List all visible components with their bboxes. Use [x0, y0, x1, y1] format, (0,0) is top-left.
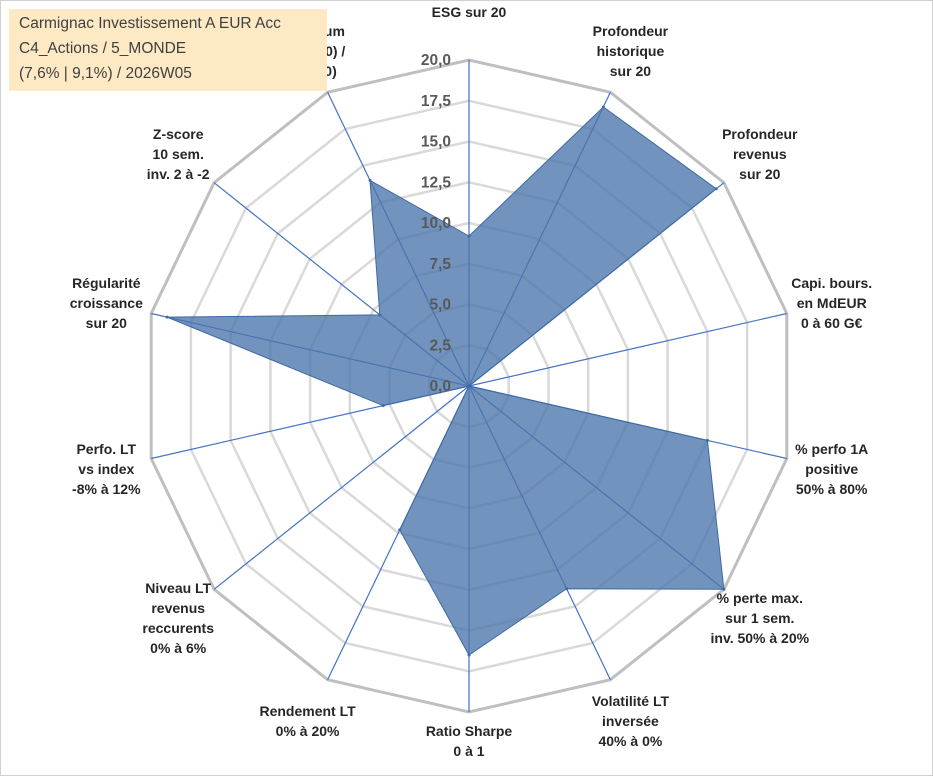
data-point — [378, 313, 382, 317]
axis-label: Z-score 10 sem. inv. 2 à -2 — [147, 126, 210, 182]
fund-name: Carmignac Investissement A EUR Acc — [19, 15, 281, 32]
tick-label: 20,0 — [421, 52, 451, 69]
tick-label: 12,5 — [421, 174, 452, 191]
axis-label: Profondeur historique sur 20 — [593, 23, 669, 79]
tick-label: 17,5 — [421, 93, 452, 110]
data-point — [705, 438, 709, 442]
data-point — [565, 587, 569, 591]
data-point — [368, 178, 372, 182]
axis-label: Profondeur revenus sur 20 — [722, 126, 798, 182]
axis-label: Rendement LT 0% à 20% — [259, 703, 356, 739]
axis-spoke — [468, 312, 787, 387]
axis-label: Volatilité LT inversée 40% à 0% — [592, 693, 670, 749]
axis-label: Régularité croissance sur 20 — [70, 275, 143, 331]
fund-stats: (7,6% | 9,1%) / 2026W05 — [19, 65, 192, 82]
data-point — [722, 587, 726, 591]
tick-label: 2,5 — [429, 337, 451, 354]
data-point — [467, 653, 471, 657]
axis-label: Ratio Sharpe 0 à 1 — [426, 723, 513, 759]
data-point — [467, 384, 471, 388]
data-point — [601, 105, 605, 109]
data-point — [381, 404, 385, 408]
data-point — [165, 315, 169, 319]
data-point — [714, 187, 718, 191]
axis-label: % perte max. sur 1 sem. inv. 50% à 20% — [711, 590, 810, 646]
tick-label: 15,0 — [421, 134, 451, 151]
axis-label: NoteESG sur 20 — [432, 1, 507, 20]
radar-series — [165, 105, 726, 657]
axis-label: % perfo 1A positive 50% à 80% — [795, 441, 868, 497]
data-point — [398, 528, 402, 532]
radar-tick-labels: 0,0 2,5 5,0 7,5 10,0 12,5 15,0 17,5 20,0 — [421, 52, 452, 395]
fund-category: C4_Actions / 5_MONDE — [19, 40, 187, 57]
tick-label: 7,5 — [429, 256, 451, 273]
axis-label: Capi. bours. en MdEUR 0 à 60 G€ — [791, 275, 872, 331]
fund-title-box: Carmignac Investissement A EUR Acc C4_Ac… — [9, 9, 327, 91]
tick-label: 10,0 — [421, 215, 451, 232]
tick-label: 5,0 — [429, 297, 451, 314]
tick-label: 0,0 — [429, 378, 451, 395]
data-point — [467, 234, 471, 238]
axis-spoke — [213, 385, 470, 590]
axis-label: Niveau LT revenus reccurents 0% à 6% — [142, 580, 214, 656]
axis-label: Perfo. LT vs index -8% à 12% — [72, 441, 141, 497]
